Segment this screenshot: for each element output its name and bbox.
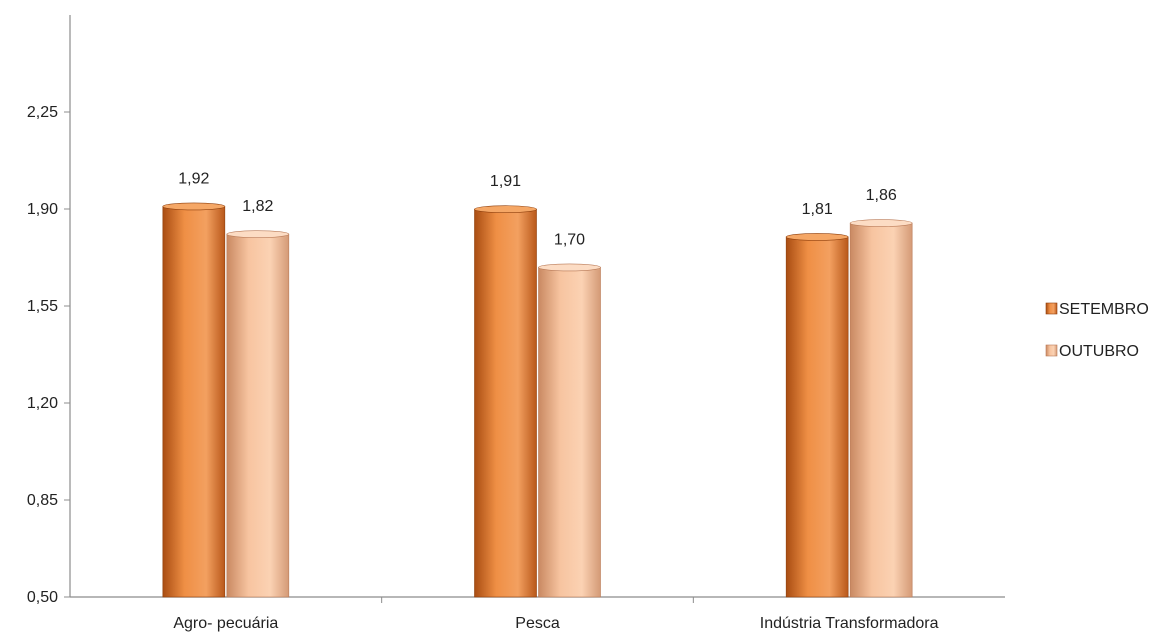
data-label: 1,70 [554,231,585,248]
y-tick-label: 1,90 [27,201,58,218]
data-label: 1,92 [178,170,209,187]
data-label: 1,82 [242,198,273,215]
data-label: 1,81 [802,201,833,218]
bar-setembro [785,236,849,598]
bar-top-cap [785,233,849,241]
bar-top-cap [538,263,601,272]
legend-swatch-setembro [1045,302,1058,315]
bar-setembro [162,206,226,598]
y-tick-label: 0,85 [27,492,58,509]
data-label: 1,86 [866,187,897,204]
data-label: 1,91 [490,173,521,190]
bars [162,202,913,598]
legend-label: OUTUBRO [1059,343,1139,360]
y-tick-label: 2,25 [27,104,58,121]
bar-top-cap [474,205,537,214]
bar-top-cap [849,219,913,227]
x-category-label: Pesca [515,615,560,632]
bar-outubro [226,233,290,598]
bar-setembro [474,208,537,598]
x-category-label: Agro- pecuária [173,615,278,632]
data-labels: 1,92 1,82 1,91 1,70 1,81 1,86 [178,170,897,248]
y-tick-label: 0,50 [27,589,58,606]
bar-top-cap [162,202,226,211]
x-category-label: Indústria Transformadora [760,615,939,632]
legend: SETEMBRO OUTUBRO [1045,301,1149,360]
bar-outubro [538,267,601,598]
legend-label: SETEMBRO [1059,301,1149,318]
y-tick-label: 1,55 [27,298,58,315]
bar-top-cap [226,230,290,238]
y-tick-label: 1,20 [27,395,58,412]
bar-outubro [849,222,913,598]
legend-swatch-outubro [1045,344,1058,357]
axes: 0,50 0,85 1,20 1,55 1,90 2,25 Agro- pecuária Pe… [27,15,1005,632]
